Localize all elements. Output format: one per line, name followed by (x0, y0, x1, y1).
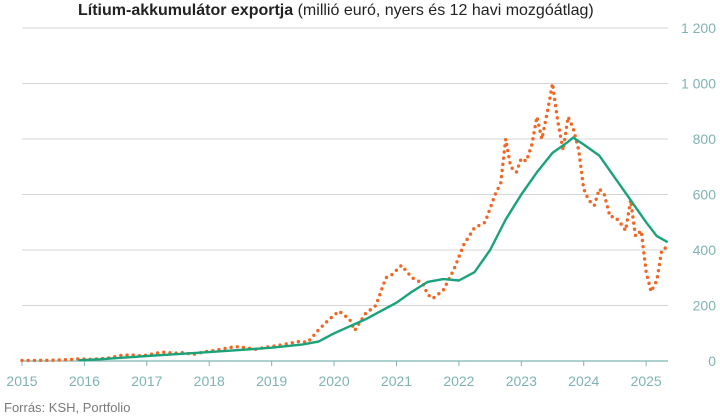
x-tick-label: 2023 (506, 373, 537, 389)
y-tick-label: 1 200 (681, 20, 716, 36)
series-line-raw (20, 81, 669, 363)
x-tick-label: 2025 (631, 373, 662, 389)
y-tick-label: 1 000 (681, 76, 716, 92)
y-axis-tick-labels: 0 200 400 600 800 1 000 1 200 (681, 20, 716, 369)
y-tick-label: 600 (693, 187, 717, 203)
x-tick-label: 2017 (131, 373, 162, 389)
x-tick-label: 2018 (194, 373, 225, 389)
x-tick-label: 2019 (256, 373, 287, 389)
x-tick-label: 2021 (381, 373, 412, 389)
y-tick-label: 200 (693, 298, 717, 314)
x-axis-tick-labels: 2015 2016 2017 2018 2019 2020 2021 2022 2023 2024… (6, 361, 662, 389)
source-note: Forrás: KSH, Portfolio (4, 400, 130, 415)
x-tick-label: 2020 (318, 373, 349, 389)
x-tick-label: 2022 (443, 373, 474, 389)
x-tick-label: 2024 (568, 373, 599, 389)
y-tick-label: 400 (693, 242, 717, 258)
grid-lines (22, 27, 668, 306)
y-tick-label: 800 (693, 131, 717, 147)
series-layer (20, 81, 669, 363)
series-line-moving-average (78, 136, 668, 362)
x-tick-label: 2015 (6, 373, 37, 389)
chart-title-rest: (millió euró, nyers és 12 havi mozgóátla… (293, 2, 594, 19)
chart-title: Lítium-akkumulátor exportja (millió euró… (78, 2, 594, 19)
x-tick-label: 2016 (69, 373, 100, 389)
y-tick-label: 0 (708, 353, 716, 369)
chart-title-bold: Lítium-akkumulátor exportja (78, 2, 293, 19)
